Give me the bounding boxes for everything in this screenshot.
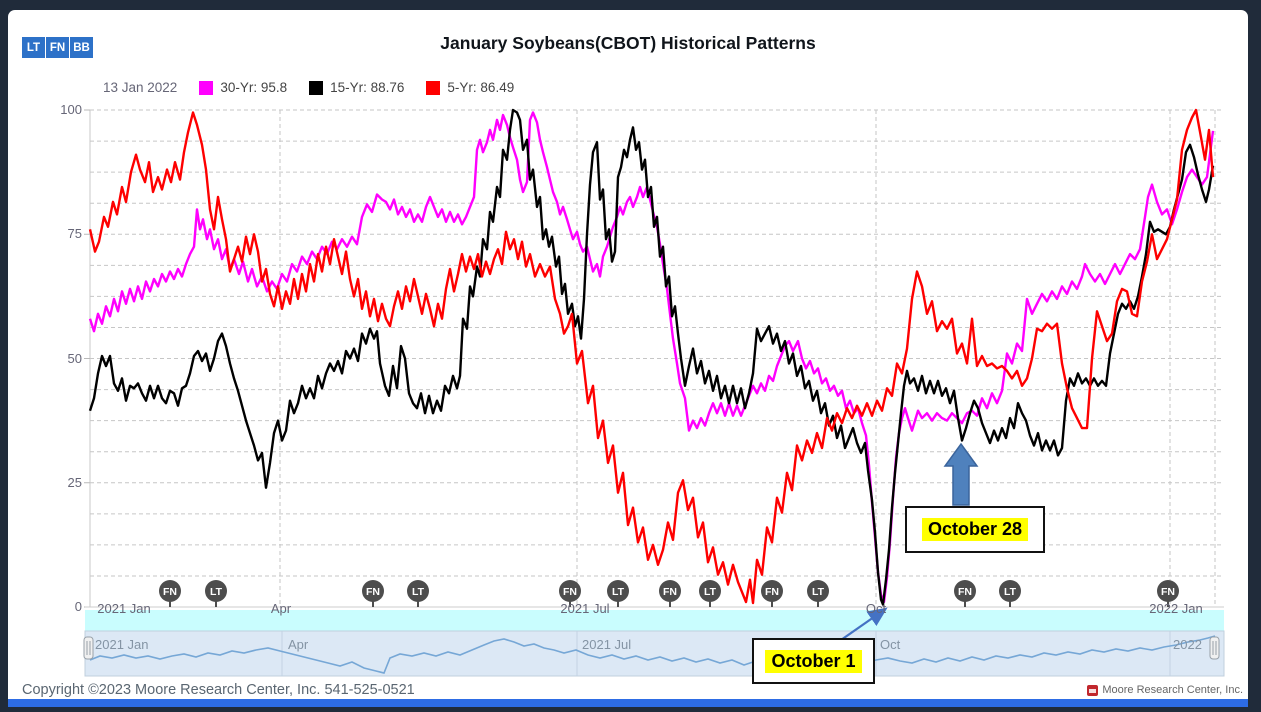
legend-item-label: 5-Yr: 86.49 bbox=[447, 80, 515, 95]
legend-swatch-icon bbox=[309, 80, 324, 95]
x-axis-tick-label: Apr bbox=[270, 601, 292, 616]
svg-text:FN: FN bbox=[563, 586, 577, 598]
svg-text:LT: LT bbox=[612, 586, 625, 598]
toolbar-button-bb[interactable]: BB bbox=[70, 37, 93, 58]
flag-lt[interactable]: LT bbox=[205, 580, 227, 607]
navigator-tick-label: 2021 Jan bbox=[95, 637, 149, 652]
flag-fn[interactable]: FN bbox=[362, 580, 384, 607]
chart-legend: 13 Jan 2022 30-Yr: 95.8 15-Yr: 88.76 5-Yr:… bbox=[103, 80, 536, 95]
flag-lt[interactable]: LT bbox=[607, 580, 629, 607]
legend-item-label: 30-Yr: 95.8 bbox=[220, 80, 288, 95]
page-title: January Soybeans(CBOT) Historical Patter… bbox=[440, 33, 816, 53]
navigator-handle-left[interactable] bbox=[83, 636, 94, 660]
flag-fn[interactable]: FN bbox=[659, 580, 681, 607]
flag-fn[interactable]: FN bbox=[1157, 580, 1179, 607]
annotation-october-28: October 28 bbox=[905, 506, 1045, 553]
copyright-text: Copyright ©2023 Moore Research Center, I… bbox=[22, 682, 415, 698]
legend-item-15-yr: 15-Yr: 88.76 bbox=[309, 80, 404, 95]
flag-fn[interactable]: FN bbox=[761, 580, 783, 607]
series-line-5-yr bbox=[88, 108, 1215, 605]
navigator-handle-right[interactable] bbox=[1209, 636, 1220, 660]
svg-text:FN: FN bbox=[366, 586, 380, 598]
chart-credits[interactable]: Moore Research Center, Inc. bbox=[1087, 684, 1243, 696]
flag-lt[interactable]: LT bbox=[807, 580, 829, 607]
series-line-30-yr bbox=[88, 111, 1215, 604]
y-axis-tick-label: 25 bbox=[67, 474, 82, 490]
up-arrow-october-28 bbox=[943, 442, 979, 506]
legend-swatch-icon bbox=[199, 80, 214, 95]
annotation-october-1: October 1 bbox=[752, 638, 875, 684]
legend-item-label: 15-Yr: 88.76 bbox=[330, 80, 405, 95]
x-axis-tick-label: 2021 Jan bbox=[97, 601, 151, 616]
flag-fn[interactable]: FN bbox=[954, 580, 976, 607]
navigator-tick-label: Apr bbox=[288, 637, 309, 652]
svg-text:LT: LT bbox=[812, 586, 825, 598]
navigator-track[interactable] bbox=[84, 630, 1225, 677]
flag-fn[interactable]: FN bbox=[559, 580, 581, 607]
flag-lt[interactable]: LT bbox=[407, 580, 429, 607]
mrci-logo-icon bbox=[1087, 684, 1099, 696]
legend-item-5-yr: 5-Yr: 86.49 bbox=[426, 80, 514, 95]
line-arrow-october-1 bbox=[840, 607, 888, 641]
svg-text:LT: LT bbox=[210, 586, 223, 598]
legend-swatch-icon bbox=[426, 80, 441, 95]
navigator-tick-label: Oct bbox=[880, 637, 901, 652]
svg-text:LT: LT bbox=[412, 586, 425, 598]
y-axis-tick-label: 100 bbox=[60, 102, 82, 117]
toolbar-button-lt[interactable]: LT bbox=[22, 37, 45, 58]
y-axis-tick-label: 75 bbox=[67, 226, 82, 242]
svg-text:FN: FN bbox=[1161, 586, 1175, 598]
svg-text:FN: FN bbox=[163, 586, 177, 598]
legend-date: 13 Jan 2022 bbox=[103, 80, 178, 95]
flag-lt[interactable]: LT bbox=[999, 580, 1021, 607]
flag-lt[interactable]: LT bbox=[699, 580, 721, 607]
annotation-october-28-text: October 28 bbox=[921, 518, 1029, 541]
svg-text:FN: FN bbox=[663, 586, 677, 598]
x-axis-tick-label: 2022 Jan bbox=[1149, 601, 1203, 616]
navigator-tick-label: 2021 Jul bbox=[582, 637, 632, 652]
legend-item-30-yr: 30-Yr: 95.8 bbox=[199, 80, 287, 95]
svg-text:FN: FN bbox=[958, 586, 972, 598]
y-axis-tick-label: 0 bbox=[74, 599, 82, 614]
credits-text: Moore Research Center, Inc. bbox=[1102, 684, 1243, 696]
svg-text:LT: LT bbox=[704, 586, 717, 598]
toolbar-button-fn[interactable]: FN bbox=[46, 37, 69, 58]
svg-text:LT: LT bbox=[1004, 586, 1017, 598]
flag-fn[interactable]: FN bbox=[159, 580, 181, 607]
y-axis-tick-label: 50 bbox=[67, 350, 82, 366]
navigator-tick-label: 2022 bbox=[1173, 637, 1202, 652]
navigator-series-line bbox=[89, 635, 1216, 674]
bottom-accent-strip bbox=[8, 699, 1248, 707]
annotation-october-1-text: October 1 bbox=[765, 649, 862, 673]
svg-text:FN: FN bbox=[765, 586, 779, 598]
x-axis-tick-label: Oct bbox=[865, 601, 887, 616]
series-line-15-yr bbox=[88, 108, 1215, 606]
x-axis-tick-label: 2021 Jul bbox=[560, 601, 610, 616]
xaxis-band bbox=[85, 610, 1224, 631]
toolbar: LT FN BB bbox=[22, 37, 93, 58]
